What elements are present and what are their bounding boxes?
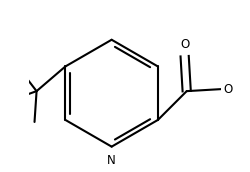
- Text: O: O: [180, 38, 189, 51]
- Text: N: N: [107, 154, 116, 167]
- Text: O: O: [224, 83, 233, 96]
